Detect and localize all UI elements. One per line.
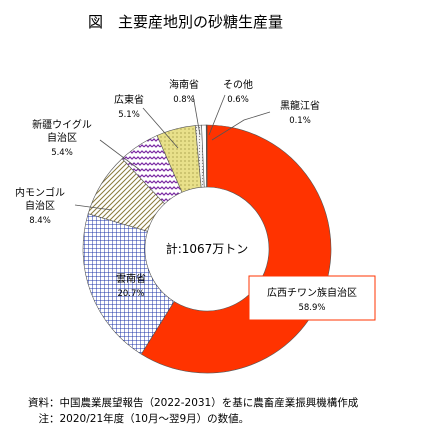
slice-labels: 広西チワン族自治区58.9%雲南省20.7%内モンゴル自治区8.4%新疆ウイグル… (15, 78, 376, 321)
slice-percent-1: 20.7% (117, 289, 144, 299)
slice-name-0-0: 広西チワン族自治区 (267, 286, 357, 299)
slice-7 (205, 124, 208, 188)
slice-name-1-0: 雲南省 (116, 272, 146, 285)
leader-line-4 (142, 107, 179, 149)
leader-lines (74, 94, 271, 211)
donut-center-total: 計:1067万トン (166, 241, 249, 256)
slice-percent-3: 5.4% (51, 148, 73, 158)
leader-line-7 (211, 111, 271, 141)
slice-1 (82, 213, 175, 355)
slice-name-2-1: 自治区 (25, 199, 55, 212)
slice-name-3-1: 自治区 (47, 131, 77, 144)
leader-line-6 (208, 94, 226, 136)
slice-name-7-0: 黒龍江省 (280, 99, 320, 112)
slice-percent-5: 0.8% (173, 95, 195, 105)
leader-line-5 (192, 94, 201, 136)
slice-name-6-0: その他 (223, 78, 253, 91)
leader-line-2 (74, 204, 113, 211)
footnote: 注：2020/21年度（10月～翌9月）の数値。 (28, 412, 249, 425)
source-note: 資料：中国農業展望報告（2022-2031）を基に農畜産業振興機構作成 (28, 396, 359, 409)
slice-name-4-0: 広東省 (114, 93, 144, 106)
slice-percent-6: 0.6% (227, 95, 249, 105)
slice-percent-4: 5.1% (118, 110, 140, 120)
slice-percent-7: 0.1% (289, 116, 311, 126)
slice-name-2-0: 内モンゴル (15, 186, 65, 199)
slice-name-3-0: 新疆ウイグル (32, 118, 92, 131)
slice-percent-2: 8.4% (29, 216, 51, 226)
slice-label-box-0 (248, 275, 376, 321)
leader-line-3 (99, 139, 141, 171)
slice-name-5-0: 海南省 (169, 78, 199, 91)
chart-title: 図 主要産地別の砂糖生産量 (88, 13, 283, 31)
slice-percent-0: 58.9% (298, 303, 325, 313)
